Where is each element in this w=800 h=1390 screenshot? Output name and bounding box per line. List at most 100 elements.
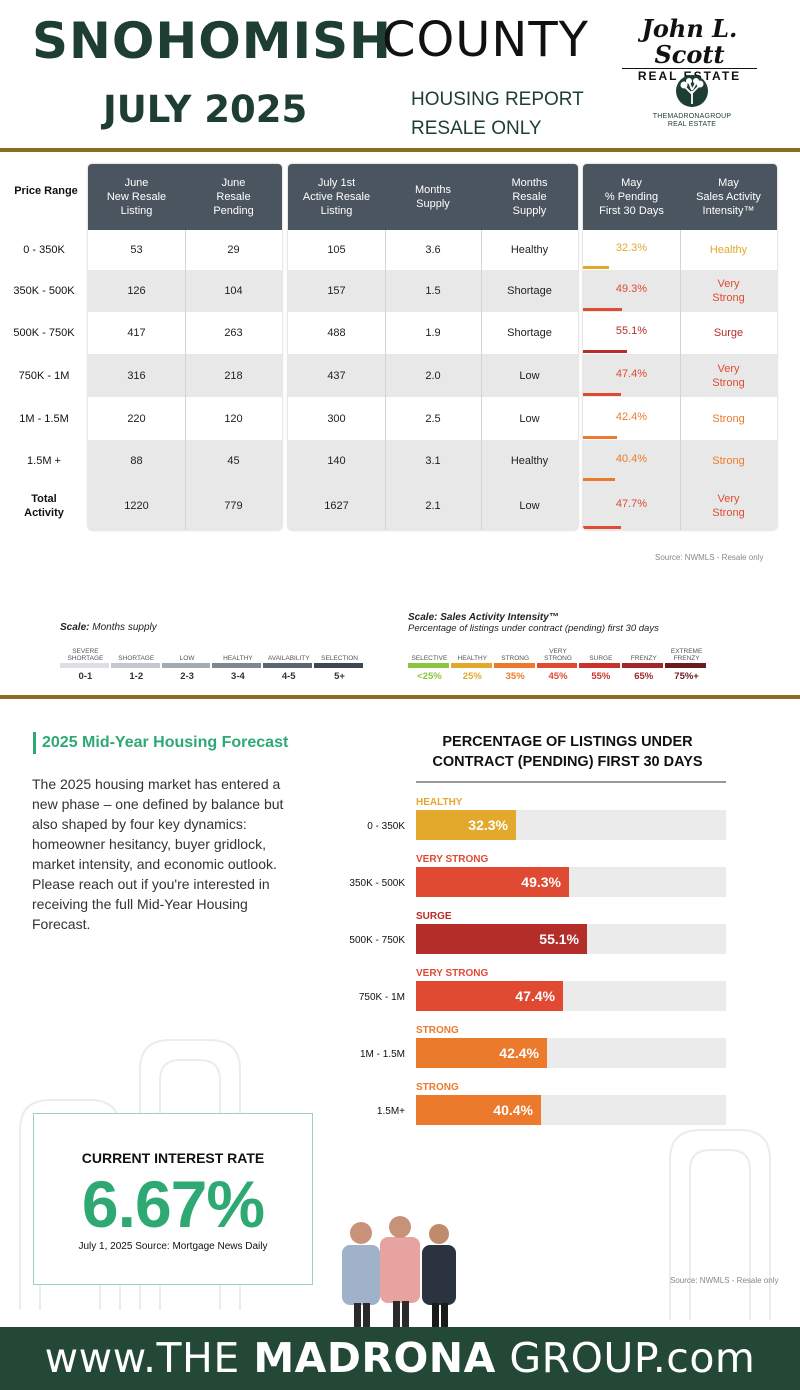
- table-cell-supply: 2.1: [425, 500, 441, 512]
- price-range-cell: Total Activity: [24, 493, 64, 519]
- bar-value-label: 32.3%: [468, 817, 508, 833]
- table-row: [288, 312, 578, 354]
- table-cell-active: 437: [327, 369, 346, 382]
- months-scale-label: LOW: [179, 655, 195, 662]
- bar-price-range: 500K - 750K: [349, 935, 405, 946]
- table-cell-active: 157: [327, 285, 346, 297]
- intensity-scale-value: <25%: [417, 671, 442, 682]
- column-separator: [185, 230, 186, 530]
- header: SNOHOMISH COUNTY JULY 2025 HOUSING REPOR…: [0, 0, 800, 150]
- scale-intensity-subtitle: Percentage of listings under contract (p…: [408, 623, 659, 634]
- bar-price-range: 750K - 1M: [359, 992, 405, 1003]
- table-cell-new: 1220: [124, 500, 149, 512]
- months-scale-swatch: [60, 663, 109, 668]
- bar-category-label: HEALTHY: [416, 797, 463, 808]
- months-scale-swatch: [314, 663, 363, 668]
- table-cell-status: Low: [519, 412, 540, 425]
- table-cell-supply: 2.5: [425, 412, 441, 425]
- group-logo-sub: REAL ESTATE: [667, 121, 717, 128]
- scale-months-title: Scale: Months supply: [60, 622, 157, 633]
- intensity-scale-label: VERY STRONG: [544, 648, 572, 662]
- table-cell-new: 88: [130, 455, 143, 467]
- bar-value-label: 49.3%: [521, 874, 561, 890]
- table-cell-active: 300: [327, 412, 346, 425]
- months-scale-swatch: [110, 663, 160, 668]
- months-scale-label: SHORTAGE: [118, 655, 155, 662]
- bar-category-label: STRONG: [416, 1025, 459, 1036]
- footer-suffix: GROUP.com: [495, 1334, 756, 1382]
- madrona-group-logo: THEMADRONAGROUP REAL ESTATE: [646, 74, 738, 129]
- table-row: [288, 397, 578, 440]
- price-range-cell: 1.5M +: [27, 455, 61, 467]
- person-middle: [380, 1216, 420, 1328]
- table-cell-intensity: Very Strong: [712, 278, 745, 304]
- column-header: Months Supply: [414, 184, 452, 210]
- table-panel: May% Pending First 30 Days 32.3% 49.3% 55.1%…: [583, 164, 777, 530]
- forecast-title: 2025 Mid-Year Housing Forecast: [33, 732, 288, 754]
- title-county-word: COUNTY: [382, 12, 589, 68]
- column-separator: [481, 230, 482, 530]
- column-header: July 1st Active Resale Listing: [302, 177, 371, 217]
- table-header-row: [583, 164, 777, 230]
- table-cell-active: 105: [327, 244, 346, 256]
- chart-title: PERCENTAGE OF LISTINGS UNDER CONTRACT (P…: [432, 734, 703, 770]
- bar: [416, 810, 516, 840]
- interest-rate-value: 6.67%: [81, 1167, 265, 1241]
- table-cell-intensity: Healthy: [709, 244, 748, 256]
- table-panel: July 1st Active Resale Listing 105 157 488 437…: [288, 164, 578, 530]
- bar: [416, 1095, 541, 1125]
- table-cell-pct: 40.4%: [615, 453, 648, 465]
- bar-category-label: VERY STRONG: [416, 968, 488, 979]
- table-cell-status: Healthy: [510, 244, 549, 256]
- scale-sales-intensity: Scale: Sales Activity Intensity™ Percent…: [408, 612, 708, 682]
- intensity-scale-swatch: [408, 663, 449, 668]
- bar-category-label: SURGE: [416, 911, 452, 922]
- table-cell-status: Healthy: [510, 455, 549, 467]
- table-cell-supply: 1.9: [425, 327, 441, 339]
- scale-intensity-title: Scale: Sales Activity Intensity™: [408, 612, 559, 623]
- report-month: JULY 2025: [103, 88, 308, 131]
- table-cell-new: 126: [127, 285, 146, 297]
- bar-value-label: 55.1%: [539, 931, 579, 947]
- forecast-body: The 2025 housing market has entered a ne…: [32, 776, 284, 932]
- price-range-cell: 0 - 350K: [23, 244, 65, 256]
- table-cell-supply: 3.6: [425, 244, 441, 256]
- table-cell-intensity: Strong: [712, 412, 745, 425]
- divider-middle: [0, 695, 800, 699]
- intensity-scale-label: STRONG: [501, 655, 530, 662]
- months-scale-value: 3-4: [231, 671, 245, 682]
- table-header-row: [288, 164, 578, 230]
- report-subtitle-2: RESALE ONLY: [411, 118, 542, 139]
- table-source: Source: NWMLS - Resale only: [655, 553, 764, 562]
- months-scale-label: HEALTHY: [223, 655, 253, 662]
- pct-bar: [583, 266, 609, 269]
- table-cell-pct: 42.4%: [615, 410, 648, 423]
- months-scale-label: SEVERE SHORTAGE: [67, 648, 104, 662]
- footer-website[interactable]: www.THE MADRONA GROUP.com: [0, 1327, 800, 1390]
- interest-rate-source: July 1, 2025 Source: Mortgage News Daily: [78, 1241, 268, 1252]
- price-range-cell: 500K - 750K: [13, 327, 75, 339]
- table-cell-active: 140: [327, 455, 346, 467]
- intensity-scale-label: HEALTHY: [457, 655, 488, 662]
- brand-name: John L. Scott: [641, 14, 738, 69]
- table-row: [288, 482, 578, 530]
- bar-category-label: STRONG: [416, 1082, 459, 1093]
- bar: [416, 1038, 547, 1068]
- chart-title-rule: [416, 781, 726, 783]
- intensity-scale-value: 75%+: [674, 671, 699, 682]
- table-row: [288, 230, 578, 270]
- table-cell-active: 1627: [324, 500, 349, 512]
- intensity-scale-value: 65%: [634, 671, 654, 682]
- table-cell-pending: 29: [227, 244, 240, 256]
- months-scale-value: 5+: [334, 671, 345, 682]
- report-subtitle-1: HOUSING REPORT: [411, 89, 584, 110]
- table-row: [288, 270, 578, 312]
- table-cell-new: 316: [127, 369, 146, 382]
- table-cell-intensity: Very Strong: [712, 493, 745, 519]
- pct-bar: [583, 436, 617, 439]
- column-separator: [680, 230, 681, 530]
- months-scale-label: AVAILABILITY: [267, 655, 310, 662]
- pct-bar: [583, 393, 621, 396]
- column-header: June Resale Pending: [213, 177, 254, 217]
- intensity-scale-swatch: [665, 663, 707, 668]
